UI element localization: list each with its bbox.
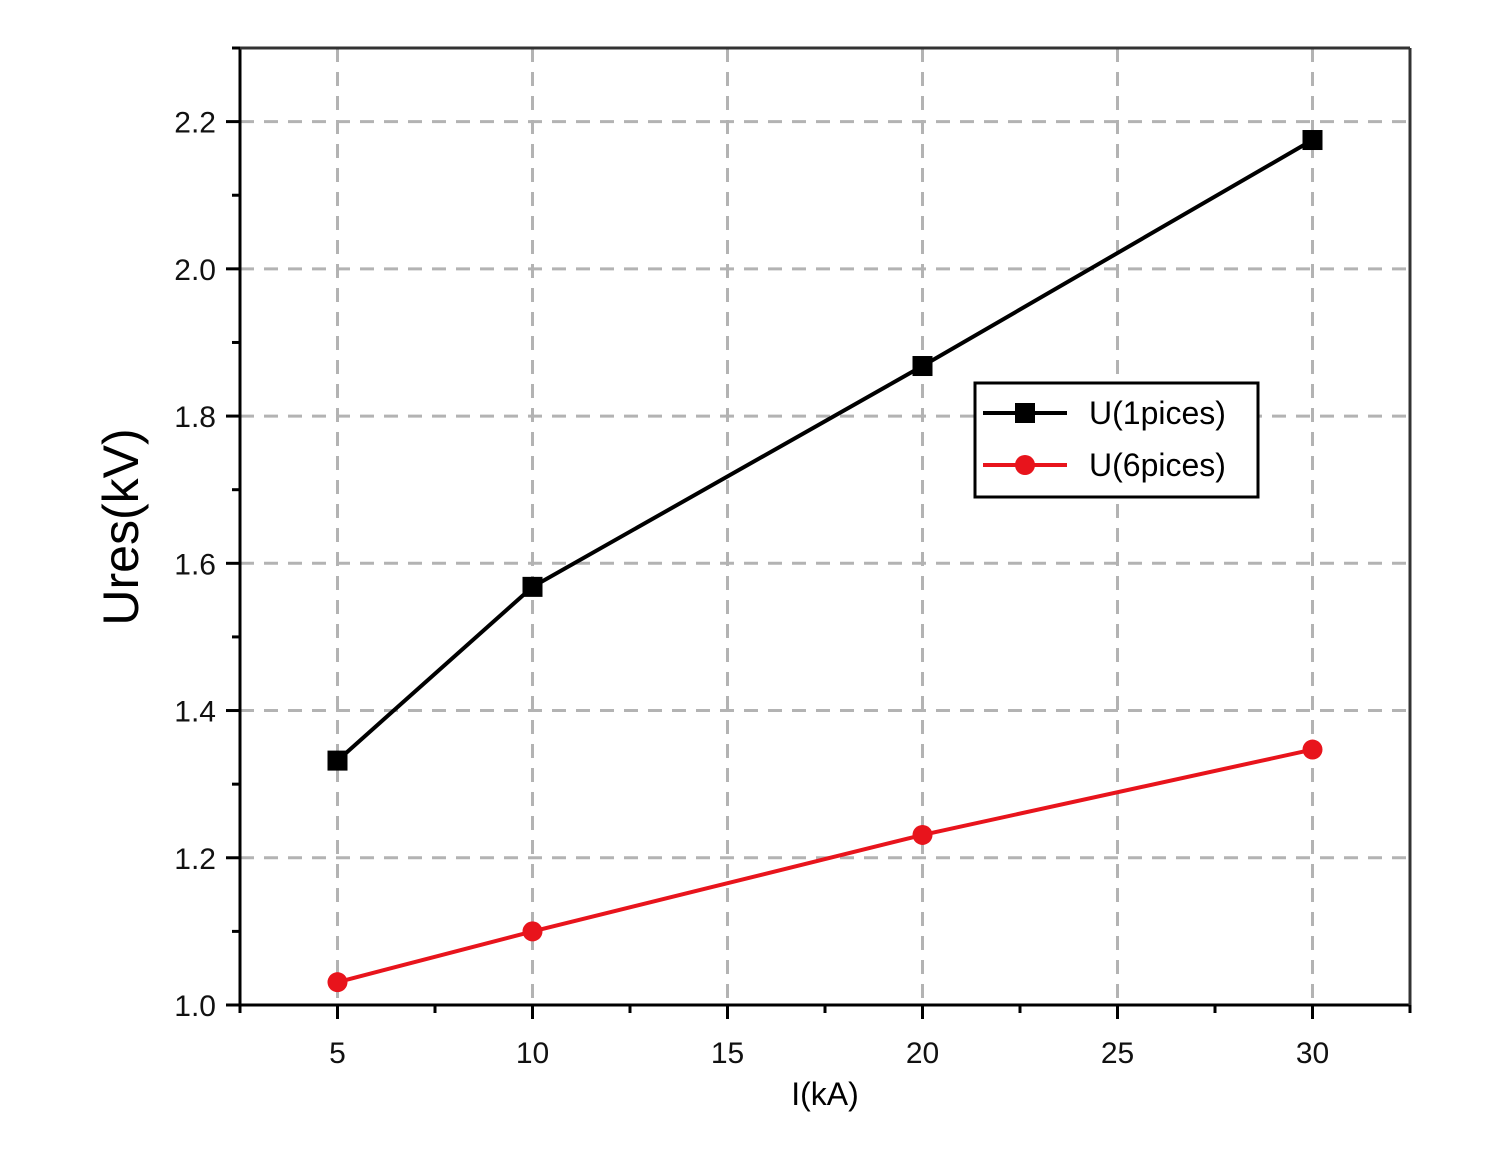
legend-label: U(1pices) bbox=[1089, 395, 1226, 431]
y-tick-label: 1.6 bbox=[174, 548, 216, 581]
data-point-square bbox=[522, 576, 543, 597]
series-line bbox=[336, 747, 1313, 985]
data-point-circle bbox=[327, 972, 348, 993]
legend-marker-circle bbox=[1015, 455, 1035, 475]
legend-marker-square bbox=[1015, 403, 1035, 423]
y-tick-label: 2.0 bbox=[174, 254, 216, 287]
y-tick-label: 1.0 bbox=[174, 990, 216, 1023]
grid-lines bbox=[240, 48, 1410, 1005]
x-tick-label: 5 bbox=[329, 1037, 346, 1070]
data-point-square bbox=[1302, 130, 1323, 151]
y-tick-label: 1.4 bbox=[174, 696, 216, 729]
y-tick-label: 1.8 bbox=[174, 401, 216, 434]
y-tick-label: 1.2 bbox=[174, 843, 216, 876]
x-tick-label: 30 bbox=[1296, 1037, 1329, 1070]
x-tick-label: 15 bbox=[711, 1037, 744, 1070]
y-tick-label: 2.2 bbox=[174, 107, 216, 140]
y-axis-title: Ures(kV) bbox=[93, 428, 149, 625]
axes: 5 10 15 20 25 30 1.0 1.2 1.4 1.6 1.8 2.0 2.2 bbox=[174, 46, 1412, 1070]
x-tick-label: 20 bbox=[906, 1037, 939, 1070]
data-point-square bbox=[327, 750, 348, 771]
x-tick-label: 25 bbox=[1101, 1037, 1134, 1070]
legend: U(1pices) U(6pices) bbox=[973, 381, 1260, 499]
data-point-circle bbox=[912, 824, 933, 845]
series-line bbox=[336, 138, 1314, 763]
legend-label: U(6pices) bbox=[1089, 447, 1226, 483]
legend-box bbox=[973, 381, 1260, 499]
data-point-square bbox=[912, 356, 933, 377]
data-point-circle bbox=[522, 921, 543, 942]
series-lines bbox=[327, 130, 1323, 993]
data-point-circle bbox=[1302, 739, 1323, 760]
x-tick-label: 10 bbox=[516, 1037, 549, 1070]
x-axis-title: I(kA) bbox=[791, 1076, 859, 1112]
